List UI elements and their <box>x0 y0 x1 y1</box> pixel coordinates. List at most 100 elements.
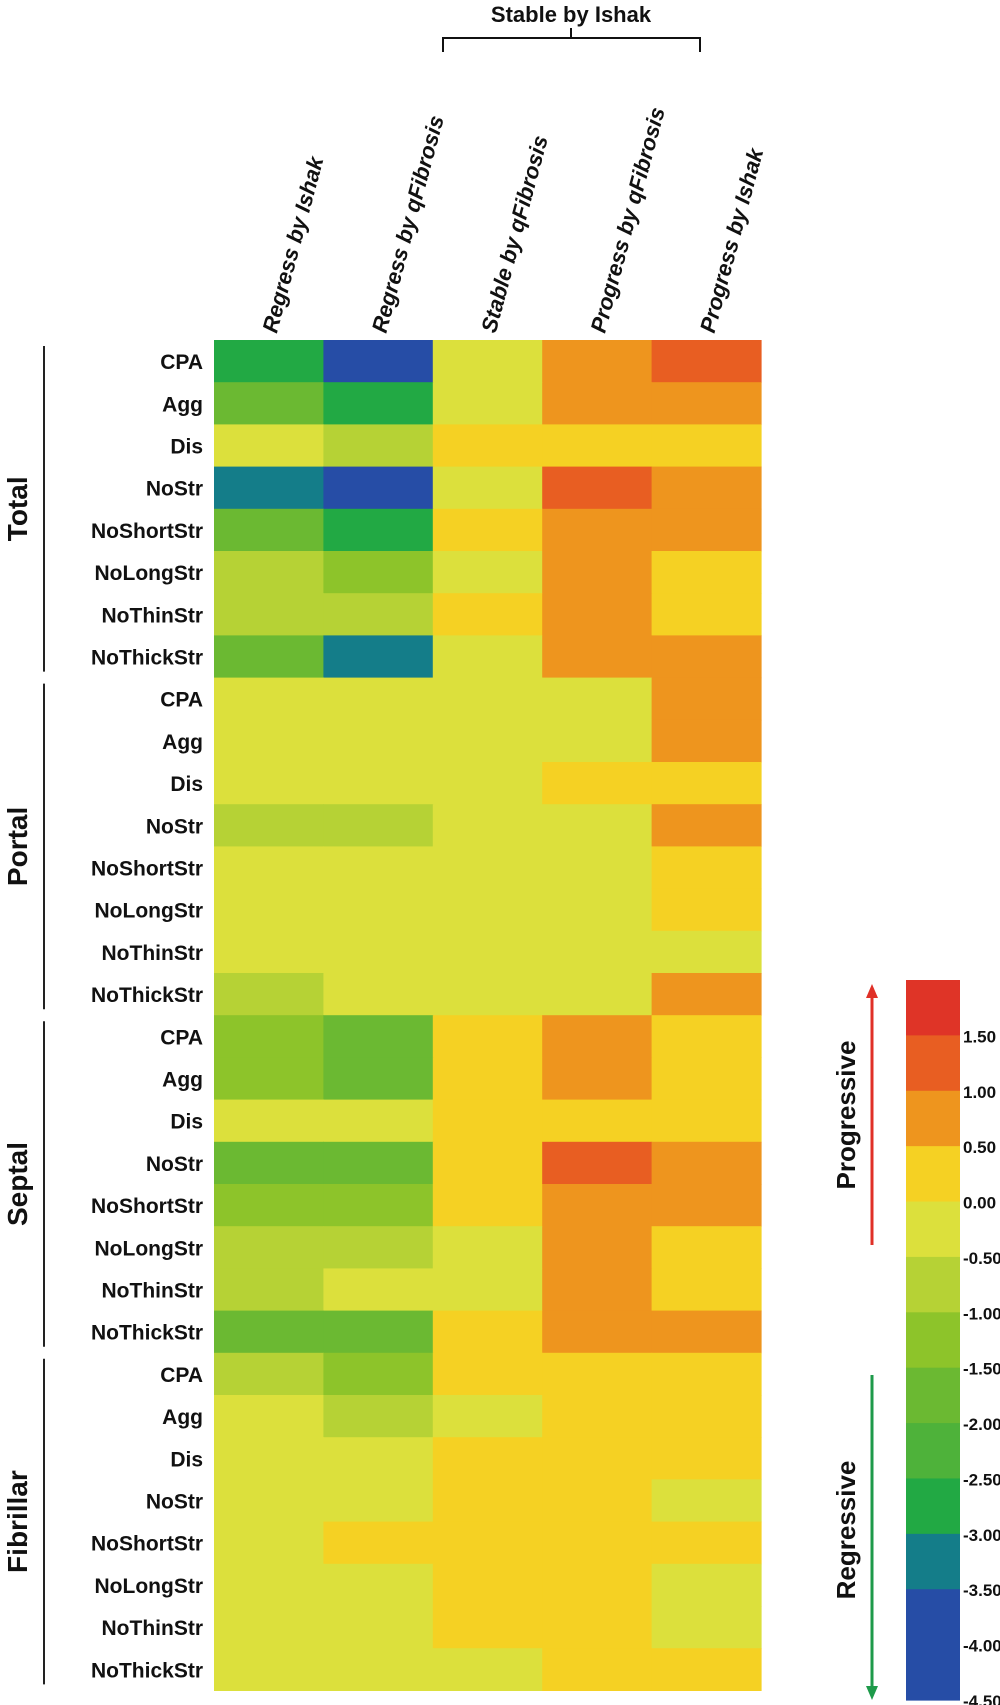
heatmap-cell-septal-nostr-col2 <box>323 1141 434 1185</box>
heatmap-cell-total-nolongstr-col5 <box>651 551 762 594</box>
row-label-portal-nostr: NoStr <box>146 815 203 838</box>
heatmap-cell-fibrillar-nothickstr-col3 <box>432 1648 543 1691</box>
heatmap-cell-fibrillar-dis-col3 <box>432 1437 543 1480</box>
heatmap-cell-total-nothinstr-col3 <box>432 593 543 636</box>
heatmap-cell-total-nothickstr-col3 <box>432 635 543 679</box>
row-label-portal-noshortstr: NoShortStr <box>91 858 203 881</box>
row-label-septal-nolongstr: NoLongStr <box>95 1237 203 1260</box>
heatmap-cell-total-agg-col3 <box>432 382 543 425</box>
colorbar-tick-label-4: 0.00 <box>963 1194 996 1213</box>
heatmap-cell-septal-noshortstr-col4 <box>542 1184 653 1227</box>
heatmap-cell-septal-nothickstr-col4 <box>542 1310 653 1354</box>
heatmap-cell-fibrillar-nothickstr-col2 <box>323 1648 434 1691</box>
row-label-septal-noshortstr: NoShortStr <box>91 1195 203 1218</box>
colorbar-tick-label-1: 1.50 <box>963 1027 996 1046</box>
bracket-label: Stable by Ishak <box>491 2 652 27</box>
heatmap-cell-total-nostr-col5 <box>651 466 762 510</box>
row-label-fibrillar-nolongstr: NoLongStr <box>95 1575 203 1598</box>
row-label-portal-agg: Agg <box>162 731 203 754</box>
heatmap-cell-portal-noshortstr-col5 <box>651 846 762 890</box>
heatmap-cell-portal-agg-col5 <box>651 719 762 763</box>
heatmap-cell-total-nolongstr-col3 <box>432 551 543 594</box>
row-label-fibrillar-nothickstr: NoThickStr <box>91 1659 203 1682</box>
heatmap-cell-septal-noshortstr-col2 <box>323 1184 434 1227</box>
colorbar-tick-label-9: -2.50 <box>963 1471 1000 1490</box>
heatmap-cell-septal-nolongstr-col5 <box>651 1226 762 1269</box>
colorbar-tick-label-6: -1.00 <box>963 1304 1000 1323</box>
regressive-arrow-head <box>866 1686 878 1700</box>
colorbar-bin-4 <box>906 1146 960 1203</box>
heatmap-cell-portal-dis-col2 <box>323 762 434 805</box>
row-label-portal-nothinstr: NoThinStr <box>102 942 203 965</box>
progressive-label: Progressive <box>831 1041 861 1190</box>
heatmap-cell-septal-nostr-col3 <box>432 1141 543 1185</box>
colorbar-bin-5 <box>906 1201 960 1258</box>
heatmap-cell-portal-dis-col1 <box>214 762 324 805</box>
heatmap-cell-septal-nothickstr-col5 <box>651 1310 762 1354</box>
heatmap-cell-total-cpa-col3 <box>432 340 543 383</box>
colorbar-bin-8 <box>906 1367 960 1424</box>
heatmap-cell-portal-agg-col2 <box>323 719 434 763</box>
heatmap-cell-fibrillar-cpa-col4 <box>542 1352 653 1396</box>
heatmap-cell-septal-nothinstr-col3 <box>432 1268 543 1312</box>
heatmap-cell-portal-nothickstr-col3 <box>432 973 543 1016</box>
heatmap-cell-fibrillar-nothinstr-col1 <box>214 1606 324 1649</box>
heatmap-cell-portal-nostr-col4 <box>542 804 653 847</box>
row-label-portal-nothickstr: NoThickStr <box>91 984 203 1007</box>
colorbar-bin-3 <box>906 1090 960 1147</box>
heatmap-cell-total-nolongstr-col1 <box>214 551 324 594</box>
heatmap-cell-total-dis-col3 <box>432 424 543 468</box>
heatmap-cell-septal-dis-col5 <box>651 1099 762 1143</box>
heatmap-cell-total-nostr-col2 <box>323 466 434 510</box>
row-label-septal-nothickstr: NoThickStr <box>91 1322 203 1345</box>
heatmap-cell-portal-nostr-col1 <box>214 804 324 847</box>
heatmap-cell-fibrillar-nothinstr-col5 <box>651 1606 762 1649</box>
heatmap-cell-portal-nothinstr-col2 <box>323 930 434 974</box>
heatmap-cell-septal-cpa-col4 <box>542 1015 653 1058</box>
heatmap-cell-septal-noshortstr-col1 <box>214 1184 324 1227</box>
heatmap-cell-septal-nothickstr-col3 <box>432 1310 543 1354</box>
heatmap-cell-fibrillar-noshortstr-col5 <box>651 1521 762 1565</box>
colorbar-bin-9 <box>906 1423 960 1480</box>
heatmap-cell-septal-cpa-col5 <box>651 1015 762 1058</box>
heatmap-cell-portal-agg-col1 <box>214 719 324 763</box>
heatmap-cell-total-nothickstr-col1 <box>214 635 324 679</box>
row-label-septal-dis: Dis <box>170 1111 203 1134</box>
heatmap-cell-fibrillar-agg-col4 <box>542 1395 653 1438</box>
heatmap-cell-portal-noshortstr-col2 <box>323 846 434 890</box>
row-label-total-dis: Dis <box>170 436 203 459</box>
heatmap-cell-total-agg-col4 <box>542 382 653 425</box>
colorbar-tick-label-8: -2.00 <box>963 1415 1000 1434</box>
heatmap-cell-portal-agg-col3 <box>432 719 543 763</box>
heatmap-cell-septal-cpa-col1 <box>214 1015 324 1058</box>
heatmap-cell-total-nothinstr-col5 <box>651 593 762 636</box>
heatmap-cell-septal-nothickstr-col1 <box>214 1310 324 1354</box>
heatmap-cell-septal-agg-col1 <box>214 1057 324 1101</box>
colorbar-tick-label-3: 0.50 <box>963 1138 996 1157</box>
heatmap-cell-septal-nostr-col4 <box>542 1141 653 1185</box>
heatmap-cell-total-cpa-col5 <box>651 340 762 383</box>
colorbar-tick-label-13: -4.50 <box>963 1692 1000 1705</box>
heatmap-cell-fibrillar-nolongstr-col5 <box>651 1563 762 1607</box>
row-label-fibrillar-noshortstr: NoShortStr <box>91 1533 203 1556</box>
heatmap-cell-portal-nothinstr-col5 <box>651 930 762 974</box>
heatmap-cell-total-noshortstr-col1 <box>214 508 324 552</box>
row-label-septal-nostr: NoStr <box>146 1153 203 1176</box>
heatmap-cell-fibrillar-nothinstr-col4 <box>542 1606 653 1649</box>
heatmap-cell-septal-nostr-col1 <box>214 1141 324 1185</box>
heatmap-cell-total-nothickstr-col2 <box>323 635 434 679</box>
heatmap-cell-fibrillar-nolongstr-col4 <box>542 1563 653 1607</box>
heatmap-cell-portal-nostr-col5 <box>651 804 762 847</box>
heatmap-cell-total-cpa-col2 <box>323 340 434 383</box>
heatmap-cell-septal-nothickstr-col2 <box>323 1310 434 1354</box>
heatmap-cell-fibrillar-nolongstr-col2 <box>323 1563 434 1607</box>
heatmap-cell-fibrillar-dis-col2 <box>323 1437 434 1480</box>
row-label-total-noshortstr: NoShortStr <box>91 520 203 543</box>
heatmap-cell-total-nostr-col4 <box>542 466 653 510</box>
heatmap-cell-portal-dis-col3 <box>432 762 543 805</box>
heatmap-cell-fibrillar-dis-col4 <box>542 1437 653 1480</box>
heatmap-cell-septal-nolongstr-col3 <box>432 1226 543 1269</box>
heatmap-cell-portal-nostr-col2 <box>323 804 434 847</box>
heatmap-cell-total-nolongstr-col2 <box>323 551 434 594</box>
